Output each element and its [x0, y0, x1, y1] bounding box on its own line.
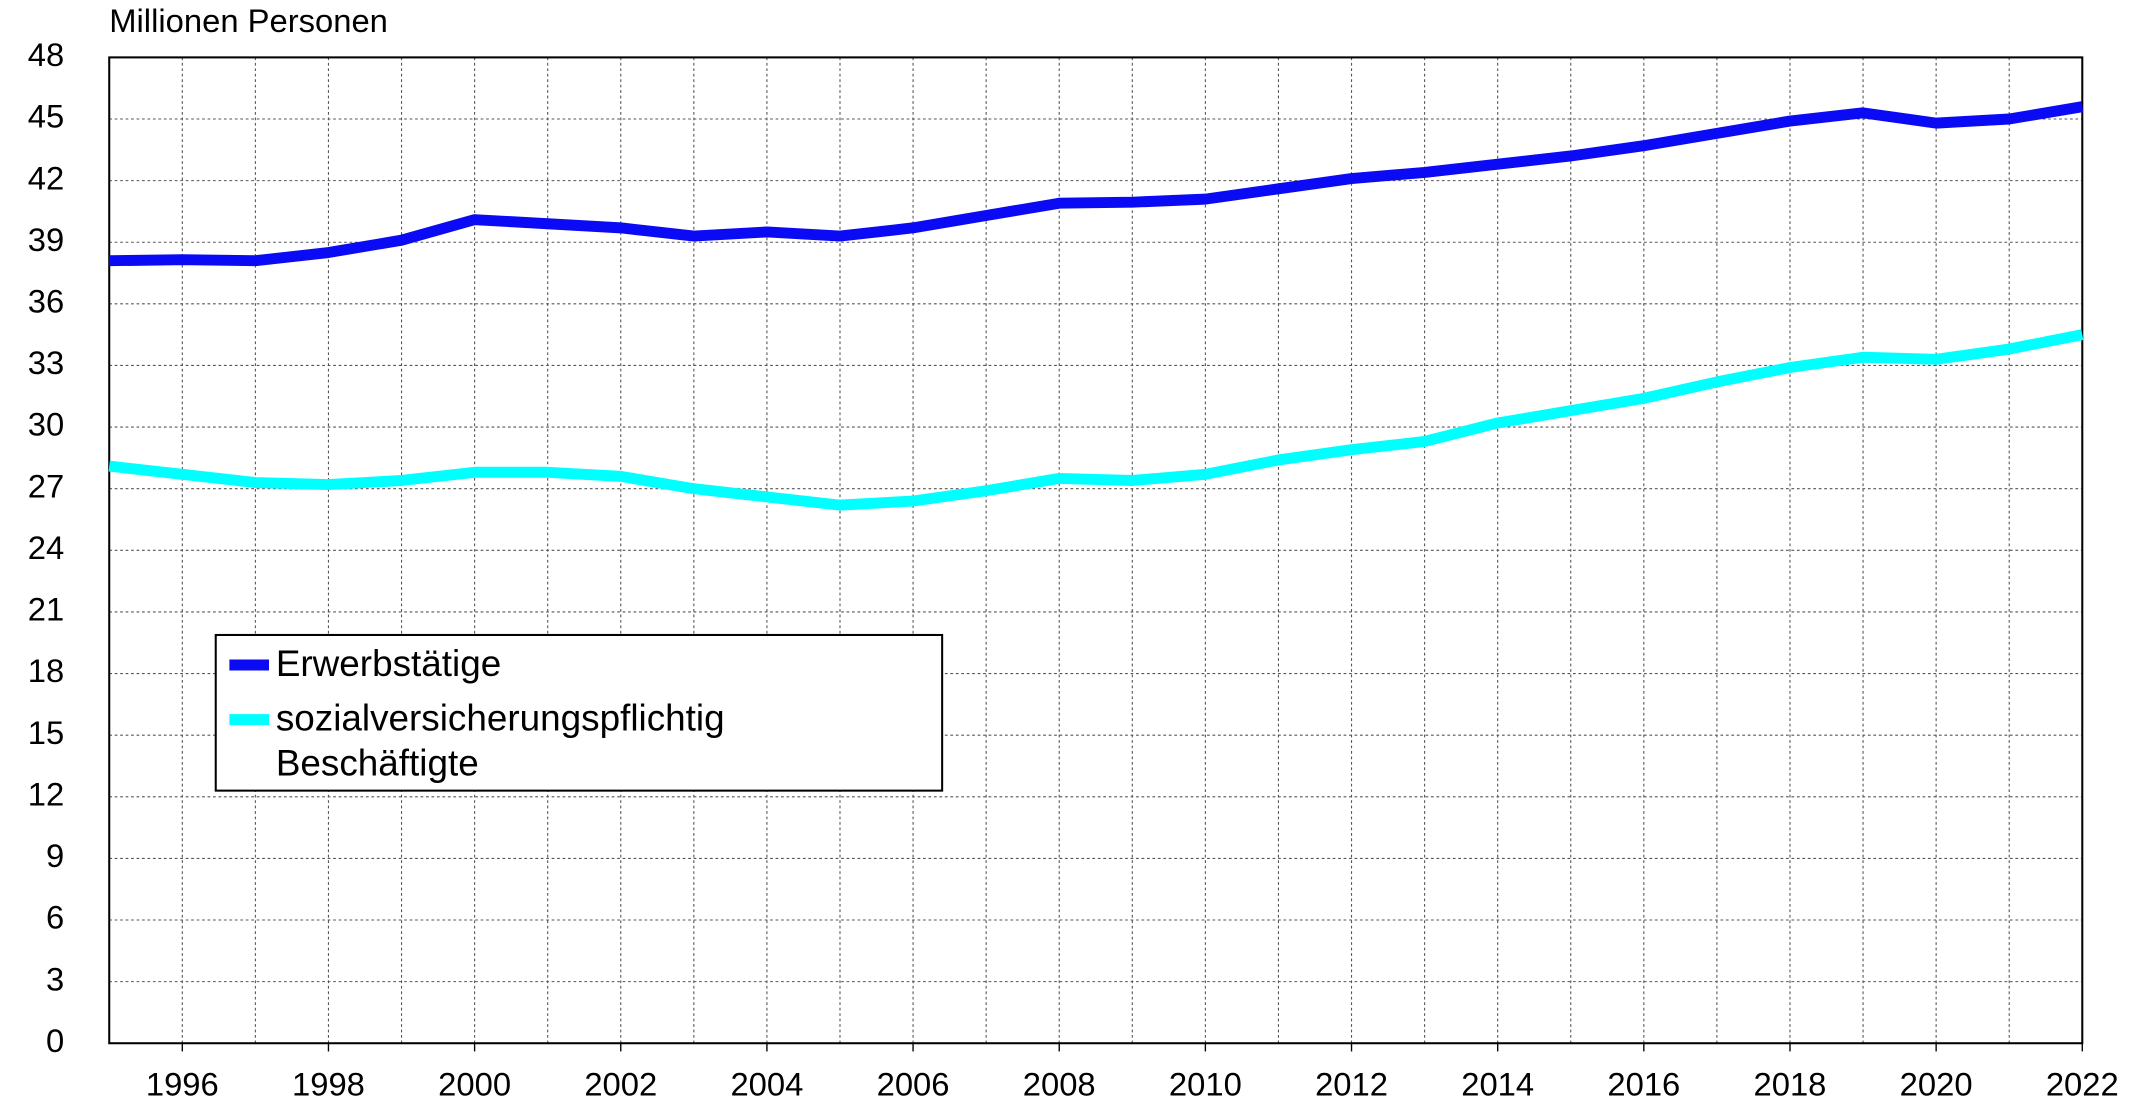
- y-tick-label: 12: [28, 775, 64, 812]
- y-tick-label: 18: [28, 652, 64, 689]
- legend-box: [214, 633, 944, 792]
- y-axis-label: Millionen Personen: [109, 2, 388, 39]
- y-tick-label: 6: [46, 899, 64, 936]
- x-tick-label: 2006: [877, 1066, 950, 1102]
- x-tick-label: 2010: [1169, 1066, 1242, 1102]
- data-line: [109, 101, 2084, 267]
- y-tick-label: 39: [28, 221, 64, 258]
- y-tick-label: 15: [28, 714, 64, 751]
- x-tick-label: 2002: [584, 1066, 657, 1102]
- x-tick-label: 2004: [730, 1066, 803, 1102]
- x-tick-label: 2016: [1607, 1066, 1680, 1102]
- x-tick-label: 2000: [438, 1066, 511, 1102]
- x-tick-label: 2008: [1023, 1066, 1096, 1102]
- legend-entry: sozialversicherungspflichtig Beschäftigt…: [275, 697, 725, 784]
- y-tick-label: 24: [28, 529, 64, 566]
- x-tick-label: 2012: [1315, 1066, 1388, 1102]
- y-tick-label: 45: [28, 98, 64, 135]
- plot-frame: [108, 56, 2084, 1045]
- y-tick-label: 21: [28, 591, 64, 628]
- legend-label: Erwerbstätige: [275, 643, 502, 685]
- y-tick-label: 30: [28, 406, 64, 443]
- data-line: [108, 329, 2084, 511]
- legend-entry: Erwerbstätige: [275, 643, 502, 685]
- y-tick-label: 0: [46, 1022, 64, 1059]
- x-tick-label: 2018: [1754, 1066, 1827, 1102]
- x-tick-label: 1998: [292, 1066, 365, 1102]
- legend-label: sozialversicherungspflichtig Beschäftigt…: [275, 697, 725, 784]
- x-tick-label: 2022: [2046, 1066, 2119, 1102]
- x-tick-label: 1996: [146, 1066, 219, 1102]
- y-tick-label: 9: [46, 837, 64, 874]
- x-tick-label: 2014: [1461, 1066, 1534, 1102]
- x-tick-label: 2020: [1900, 1066, 1973, 1102]
- y-tick-label: 48: [28, 36, 64, 73]
- y-tick-label: 33: [28, 344, 64, 381]
- y-tick-label: 42: [28, 159, 64, 196]
- y-tick-label: 3: [46, 960, 64, 997]
- y-tick-label: 36: [28, 283, 64, 320]
- y-tick-label: 27: [28, 467, 64, 504]
